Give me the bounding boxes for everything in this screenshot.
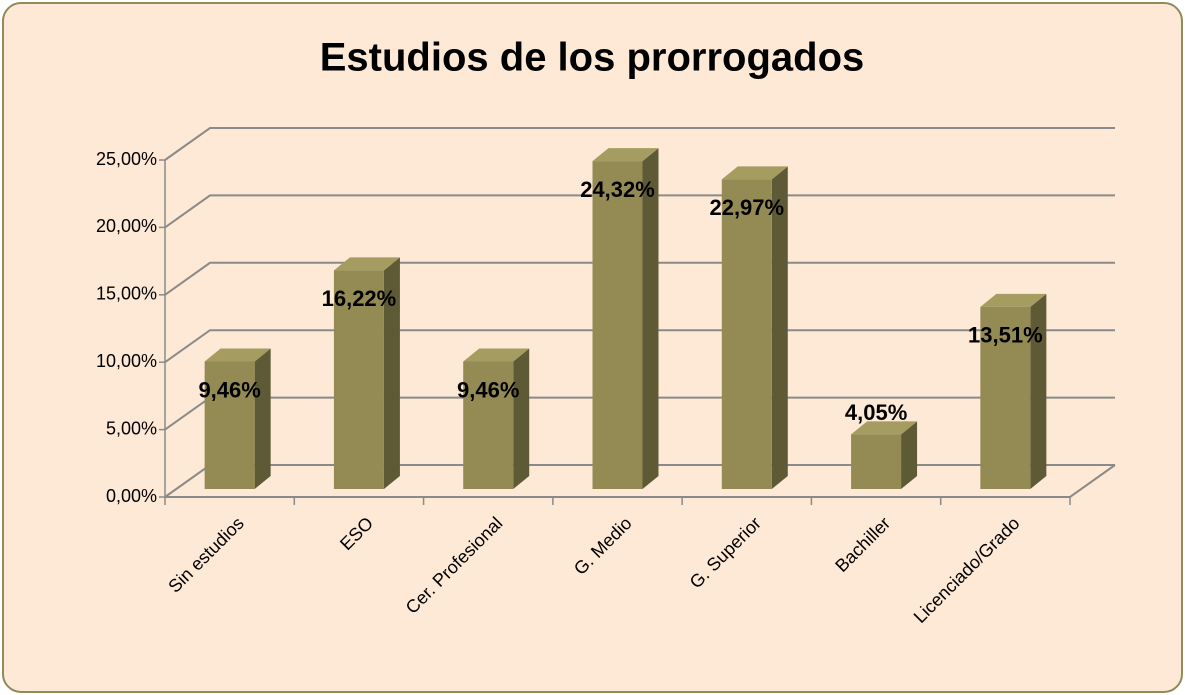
grid-line [164, 329, 1115, 364]
bar [980, 293, 1047, 489]
bar [592, 148, 659, 490]
bar-side [254, 348, 271, 489]
bar-top [721, 166, 788, 180]
y-tick-label: 0,00% [106, 486, 157, 506]
bar-top [592, 148, 659, 162]
bar-front [592, 161, 643, 490]
bar-side [901, 421, 918, 489]
bar [851, 421, 918, 489]
data-label: 4,05% [845, 400, 907, 425]
bar-side [642, 148, 659, 490]
grid-line [164, 127, 1115, 161]
bar-front [463, 361, 514, 489]
bar-front [721, 179, 772, 490]
bar-side [383, 257, 400, 489]
grid-line [164, 194, 1115, 229]
data-label: 22,97% [709, 195, 784, 220]
bar-side [771, 166, 788, 490]
bar-top [333, 257, 400, 271]
bar-front [204, 361, 255, 489]
data-label: 9,46% [198, 377, 260, 402]
bar-top [980, 293, 1047, 307]
data-label: 13,51% [968, 323, 1043, 348]
data-label: 24,32% [580, 177, 655, 202]
bar-side [513, 348, 530, 489]
bar-top [851, 421, 918, 435]
bar-top [463, 348, 530, 362]
y-tick-label: 25,00% [96, 149, 157, 169]
bar [204, 348, 271, 489]
bar [333, 257, 400, 489]
bar [463, 348, 530, 489]
chart-title: Estudios de los prorrogados [320, 36, 865, 80]
y-tick-label: 5,00% [106, 418, 157, 438]
bar-side [1030, 293, 1047, 489]
y-tick-label: 20,00% [96, 216, 157, 236]
grid-line [164, 261, 1115, 296]
y-tick-label: 10,00% [96, 351, 157, 371]
bar-front [333, 270, 384, 489]
bar-front [851, 434, 902, 489]
data-label: 16,22% [322, 286, 397, 311]
y-tick-label: 15,00% [96, 284, 157, 304]
bar-front [980, 306, 1031, 489]
bar-top [204, 348, 271, 362]
bar [721, 166, 788, 490]
data-label: 9,46% [457, 377, 519, 402]
